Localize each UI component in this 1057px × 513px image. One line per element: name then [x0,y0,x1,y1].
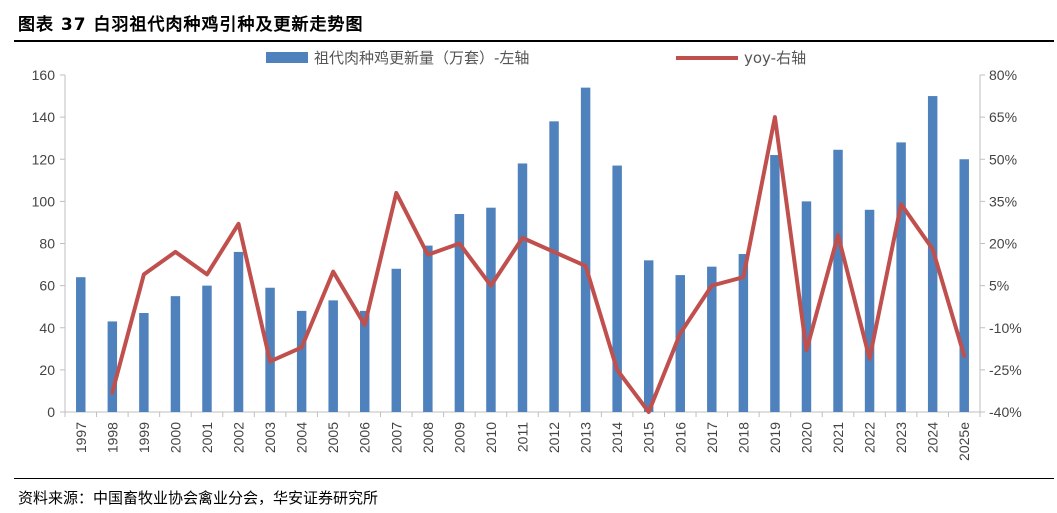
x-tick-label: 2009 [451,422,467,453]
x-tick-label: 2010 [483,422,499,453]
x-tick-label: 2008 [420,422,436,453]
bar [896,142,906,412]
x-tick-label: 2003 [262,422,278,453]
right-tick-label: 80% [989,67,1017,83]
x-tick-label: 2006 [357,422,373,453]
x-tick-label: 2023 [893,422,909,453]
x-tick-label: 2018 [735,422,751,453]
x-tick-label: 2022 [862,422,878,453]
right-tick-label: -10% [989,320,1022,336]
x-tick-label: 2015 [641,422,657,453]
bar [423,245,433,412]
bar [707,266,717,412]
right-tick-label: 50% [989,151,1017,167]
footer-divider [14,478,1054,479]
yoy-line [110,115,967,414]
x-tick-label: 2012 [546,422,562,453]
bar [486,207,496,412]
bar [675,275,685,412]
title-divider [14,40,1054,42]
left-tick-label: 140 [32,109,56,125]
bar [864,209,875,412]
bar [454,214,465,412]
bar [170,296,181,412]
left-tick-label: 100 [32,193,56,209]
x-tick-label: 2001 [199,422,215,453]
bar [360,310,370,412]
right-tick-label: 35% [989,193,1017,209]
x-tick-label: 2017 [704,422,720,453]
x-tick-label: 2020 [798,422,814,453]
x-tick-label: 2024 [925,422,941,453]
bar [801,201,812,412]
bar [139,313,149,412]
x-tick-label: 2019 [767,422,783,453]
bar [580,87,591,412]
legend-line-label: yoy-右轴 [744,49,806,67]
bar [328,300,338,412]
bar [612,165,622,412]
right-tick-label: 20% [989,236,1017,252]
bar [770,155,780,412]
x-tick-label: 2000 [167,422,183,453]
x-tick-label: 2025e [956,422,972,461]
right-tick-label: 5% [989,278,1009,294]
x-tick-label: 2011 [515,422,531,452]
bar [265,287,275,412]
x-tick-label: 2007 [388,422,404,453]
left-tick-label: 20 [39,362,55,378]
left-tick-label: 120 [32,151,56,167]
bar [738,254,749,412]
left-tick-label: 80 [39,236,55,252]
bar [202,285,212,412]
figure-title: 图表 37 白羽祖代肉种鸡引种及更新走势图 [18,15,364,35]
bar [391,268,402,412]
left-tick-label: 60 [39,278,55,294]
bar [107,321,118,412]
x-tick-label: 2004 [294,422,310,453]
bar [233,251,244,412]
bar [959,159,969,412]
x-tick-label: 2005 [325,422,341,453]
x-tick-label: 1997 [73,422,89,453]
x-tick-label: 2002 [231,422,247,453]
right-tick-label: 65% [989,109,1017,125]
bar [76,277,86,412]
x-tick-label: 1998 [104,422,120,453]
legend-bar-label: 祖代肉种鸡更新量（万套）-左轴 [314,49,529,67]
left-tick-label: 40 [39,320,55,336]
x-tick-label: 2016 [672,422,688,453]
bar [643,260,654,412]
legend-bar-swatch [266,52,308,63]
x-tick-label: 2013 [578,422,594,453]
bar [549,121,559,413]
x-tick-label: 2014 [609,422,625,453]
right-tick-label: -25% [989,362,1022,378]
bar [517,163,528,412]
bar [296,310,307,412]
bar [833,149,843,412]
left-tick-label: 160 [32,67,56,83]
source-note: 资料来源：中国畜牧业协会禽业分会，华安证券研究所 [18,489,379,507]
left-tick-label: 0 [47,404,55,420]
right-tick-label: -40% [989,404,1022,420]
x-tick-label: 2021 [830,422,846,453]
x-tick-label: 1999 [136,422,152,453]
